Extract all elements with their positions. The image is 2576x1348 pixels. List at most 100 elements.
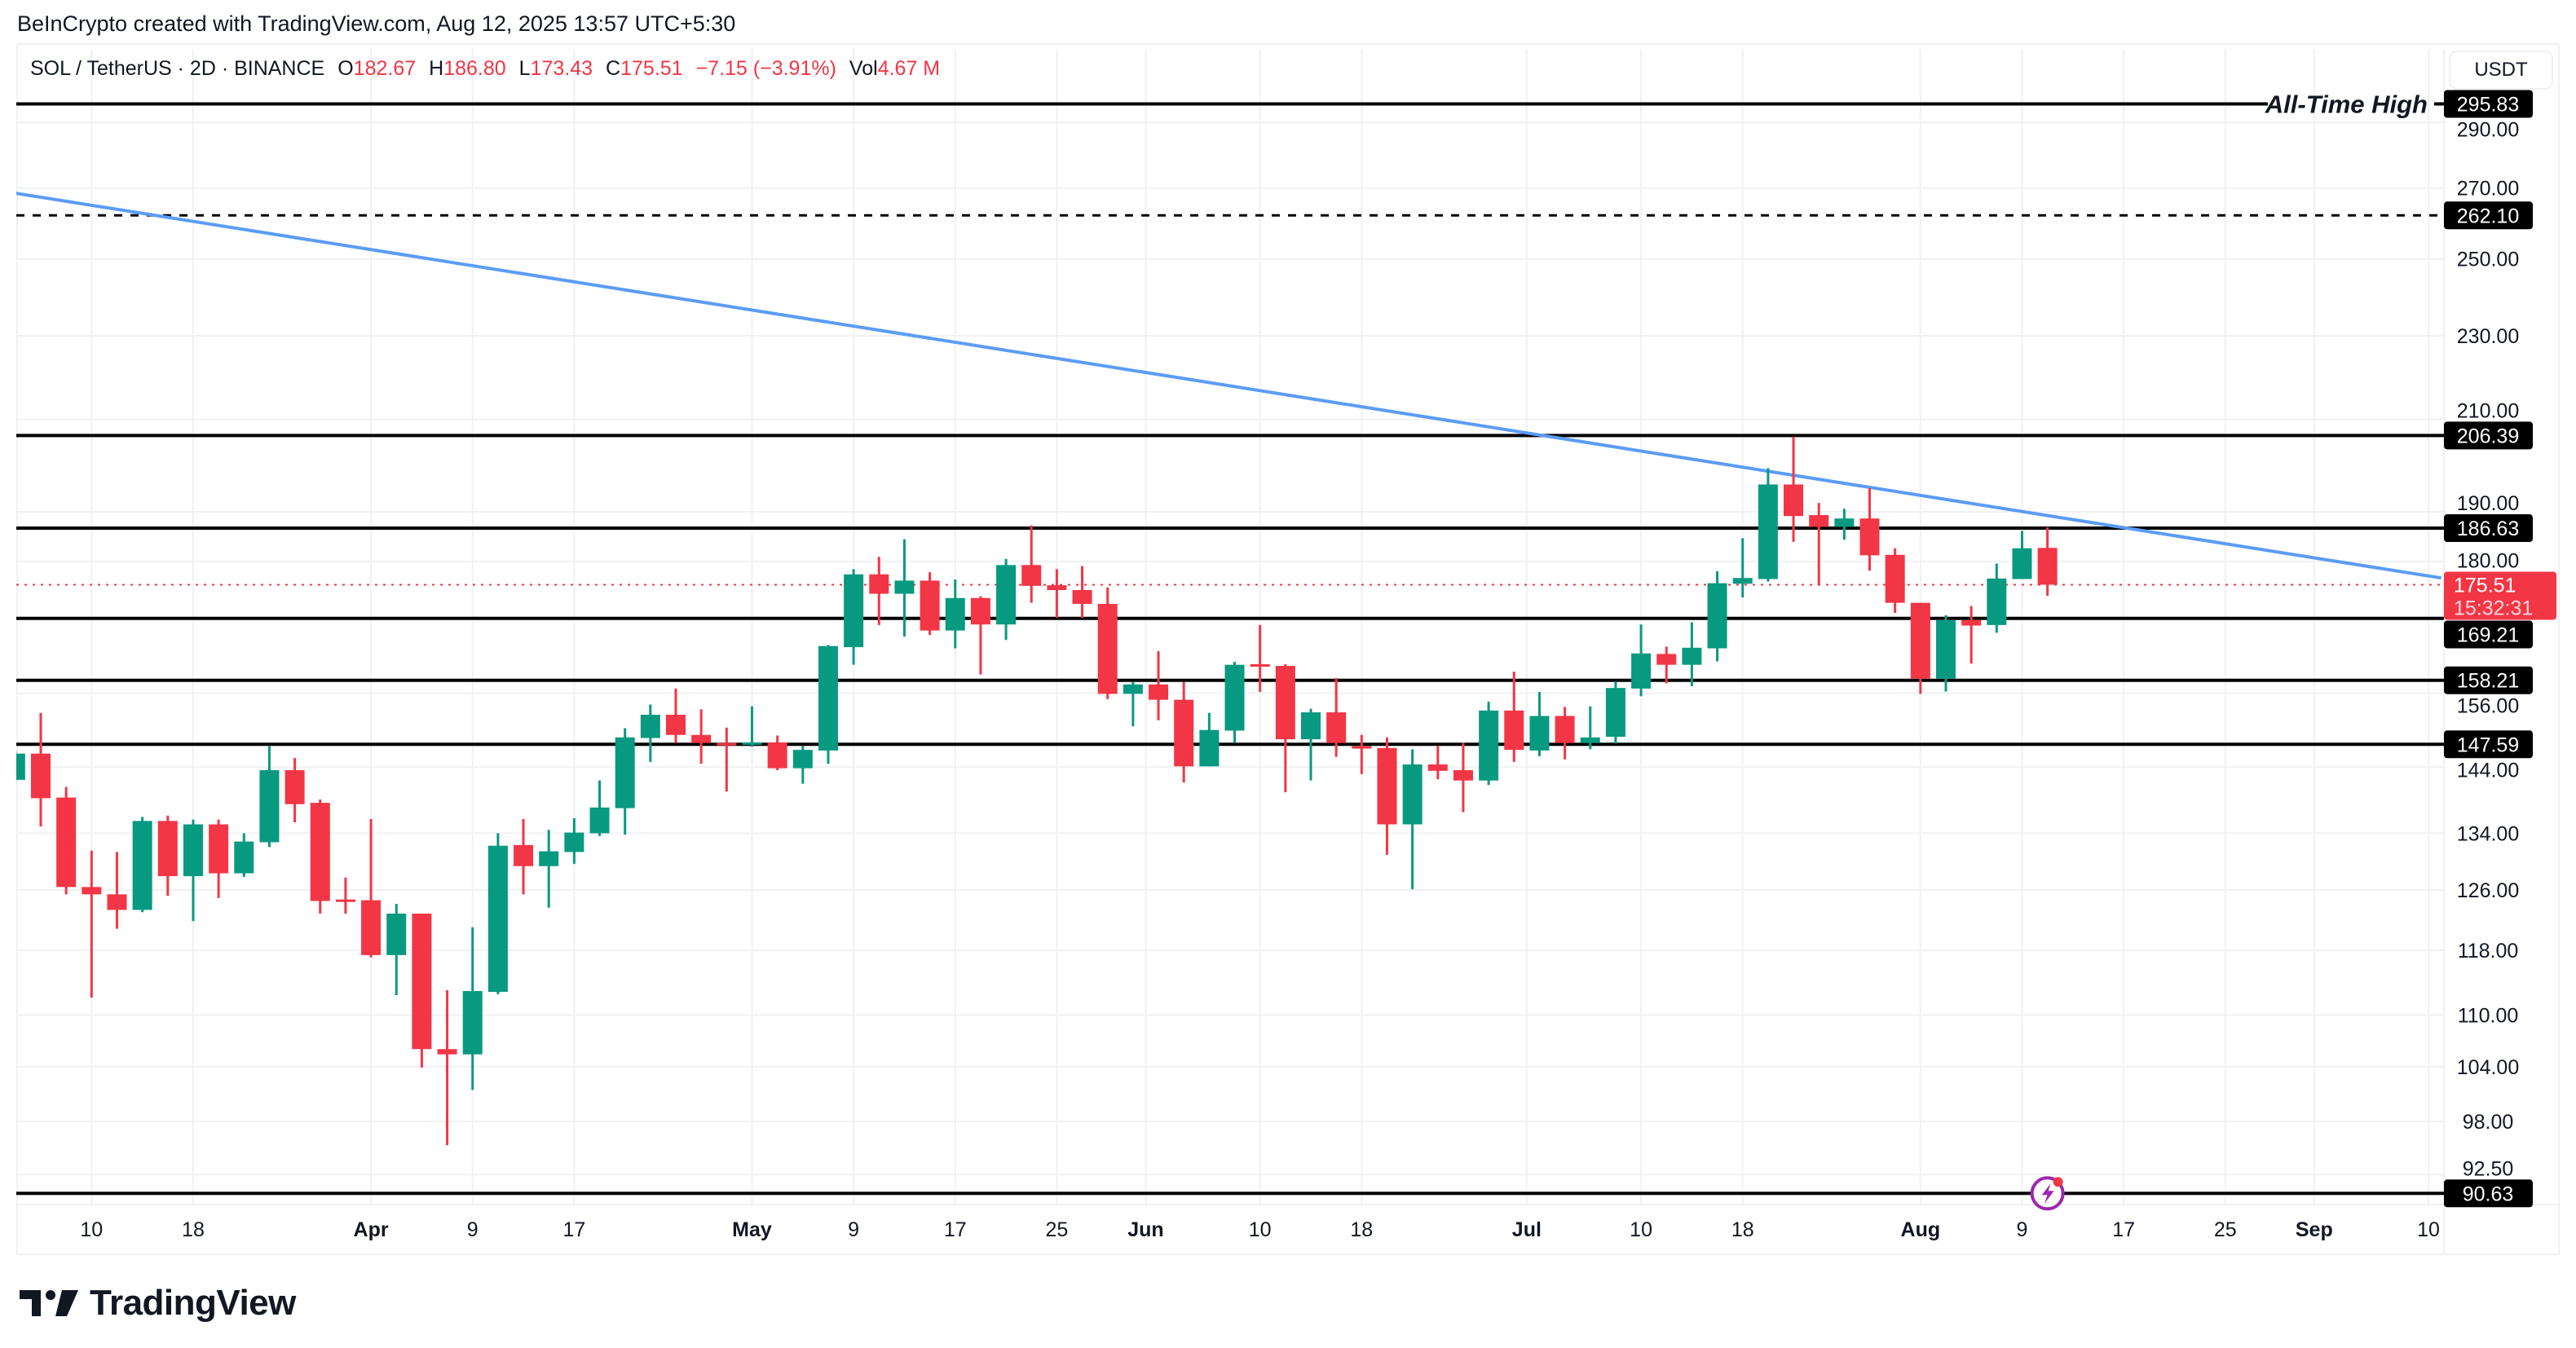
candle-down[interactable] [209, 819, 229, 898]
candle-down[interactable] [767, 735, 787, 771]
candle-down[interactable] [335, 877, 355, 914]
candle-down[interactable] [869, 557, 889, 625]
candle-down[interactable] [31, 712, 51, 827]
candle-up[interactable] [792, 746, 813, 784]
candle-down[interactable] [1072, 566, 1092, 619]
candle-up[interactable] [1682, 622, 1702, 686]
candle-body [1123, 684, 1143, 694]
candle-up[interactable] [487, 833, 508, 995]
x-axis-tick-label: May [732, 1218, 772, 1241]
candle-down[interactable] [1784, 436, 1804, 542]
candle-up[interactable] [818, 645, 838, 764]
candle-down[interactable] [1377, 737, 1397, 855]
candle-down[interactable] [1859, 488, 1880, 571]
candle-up[interactable] [1402, 749, 1423, 890]
candle-up[interactable] [1834, 509, 1855, 540]
candle-up[interactable] [1987, 563, 2007, 633]
candle-up[interactable] [6, 751, 25, 782]
candle-up[interactable] [945, 579, 965, 649]
candle-up[interactable] [640, 704, 660, 762]
candle-up[interactable] [996, 558, 1017, 641]
candle-down[interactable] [285, 758, 305, 822]
candle-up[interactable] [462, 927, 483, 1090]
candle-down[interactable] [1504, 672, 1524, 762]
candle-up[interactable] [742, 706, 762, 747]
currency-button[interactable]: USDT [2449, 51, 2553, 90]
candle-up[interactable] [386, 904, 407, 996]
candle-body [1072, 589, 1092, 604]
candle-up[interactable] [1936, 615, 1956, 692]
candle-down[interactable] [1275, 663, 1295, 793]
candle-down[interactable] [2037, 527, 2058, 596]
candle-down[interactable] [107, 852, 127, 929]
candle-up[interactable] [259, 746, 280, 848]
candle-up[interactable] [234, 833, 254, 877]
candle-down[interactable] [82, 850, 102, 998]
candle-up[interactable] [894, 539, 915, 637]
candle-up[interactable] [2012, 531, 2032, 579]
candle-up[interactable] [1224, 662, 1245, 743]
candle-down[interactable] [310, 800, 330, 914]
candle-down[interactable] [1326, 677, 1347, 757]
candle-body [335, 899, 355, 902]
candle-up[interactable] [1732, 538, 1753, 598]
candle-down[interactable] [1555, 707, 1575, 760]
candle-down[interactable] [1352, 734, 1372, 774]
candle-down[interactable] [437, 990, 457, 1146]
candle-up[interactable] [132, 817, 152, 913]
candle-down[interactable] [970, 596, 990, 675]
candle-down[interactable] [1250, 624, 1270, 693]
x-axis-tick-label: 25 [1045, 1218, 1068, 1241]
candle-down[interactable] [56, 786, 77, 895]
lightning-icon[interactable] [2030, 1176, 2065, 1211]
candle-up[interactable] [1580, 706, 1600, 750]
candle-up[interactable] [1123, 681, 1143, 727]
symbol-title[interactable]: SOL / TetherUS · 2D · BINANCE [30, 57, 325, 80]
candle-down[interactable] [514, 818, 534, 895]
price-axis-tick-label: 156.00 [2457, 695, 2519, 718]
candle-down[interactable] [361, 818, 382, 958]
tradingview-logo[interactable]: TradingView [20, 1283, 296, 1324]
candle-down[interactable] [1961, 606, 1982, 664]
level-price-tag: 186.63 [2444, 514, 2533, 543]
candle-up[interactable] [539, 830, 559, 908]
candle-down[interactable] [1021, 525, 1042, 603]
candle-down[interactable] [1656, 646, 1677, 684]
candle-up[interactable] [589, 780, 610, 836]
candle-up[interactable] [564, 818, 584, 865]
candle-down[interactable] [157, 815, 178, 896]
candle-down[interactable] [1174, 681, 1194, 783]
candle-up[interactable] [1758, 468, 1778, 582]
candle-down[interactable] [412, 914, 432, 1068]
candle-up[interactable] [1199, 712, 1220, 767]
candle-down[interactable] [920, 572, 940, 636]
tradingview-logo-text: TradingView [90, 1283, 296, 1323]
candle-down[interactable] [666, 688, 686, 743]
candle-down[interactable] [691, 709, 712, 764]
candle-up[interactable] [1631, 624, 1652, 697]
candle-down[interactable] [1047, 569, 1067, 619]
candle-down[interactable] [1097, 587, 1118, 699]
candle-up[interactable] [1301, 708, 1321, 781]
candle-up[interactable] [1479, 701, 1499, 786]
candle-up[interactable] [1707, 570, 1727, 662]
candle-down[interactable] [1809, 503, 1829, 586]
gridlines [16, 49, 2444, 1205]
candle-down[interactable] [1427, 746, 1448, 780]
candle-down[interactable] [1910, 602, 1930, 694]
trendline[interactable] [15, 192, 2441, 580]
candle-down[interactable] [717, 727, 737, 792]
candle-down[interactable] [1149, 650, 1169, 720]
candle-up[interactable] [1605, 681, 1625, 744]
level-price-value: 186.63 [2457, 518, 2519, 540]
candle-up[interactable] [1529, 692, 1550, 756]
candle-down[interactable] [1885, 548, 1905, 614]
candle-body [1656, 654, 1677, 665]
candle-up[interactable] [183, 819, 203, 922]
candle-down[interactable] [1453, 742, 1473, 813]
x-axis-tick-label: 17 [562, 1218, 585, 1241]
candle-up[interactable] [615, 728, 635, 835]
low-label: L [518, 57, 531, 80]
candle-up[interactable] [844, 569, 864, 665]
